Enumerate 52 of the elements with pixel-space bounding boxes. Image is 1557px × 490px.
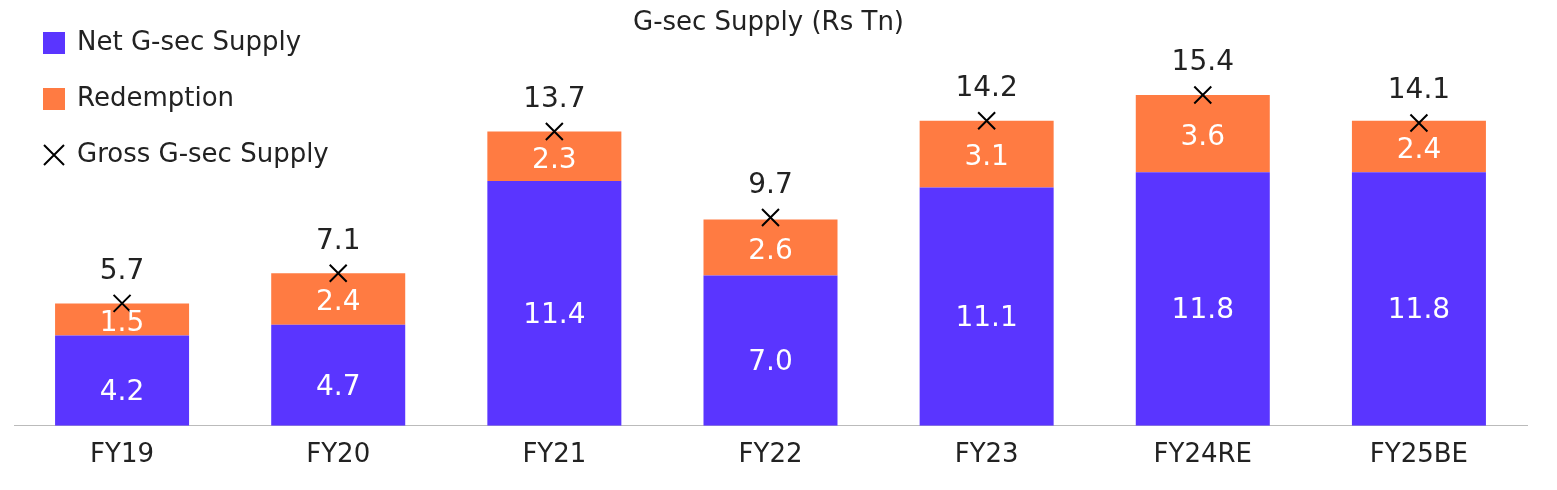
data-label: 7.1 xyxy=(315,222,361,256)
bar xyxy=(271,273,406,325)
data-label: 14.1 xyxy=(1387,72,1451,106)
x-tick-label: FY20 xyxy=(306,438,371,469)
bar xyxy=(55,303,190,336)
legend-label: Net G-sec Supply xyxy=(77,25,302,56)
x-tick-label: FY25BE xyxy=(1369,438,1469,469)
data-label: 14.2 xyxy=(955,70,1018,104)
bar xyxy=(919,187,1054,426)
bar xyxy=(1135,95,1270,173)
data-label: 1.5 xyxy=(99,304,145,338)
data-label: 11.4 xyxy=(523,296,586,330)
bar xyxy=(271,324,406,426)
data-label: 2.6 xyxy=(748,232,793,266)
bar xyxy=(487,180,622,426)
data-label: 2.4 xyxy=(1396,131,1442,165)
data-label: 2.3 xyxy=(532,141,577,175)
bar xyxy=(55,335,190,426)
x-tick-label: FY19 xyxy=(90,438,155,469)
data-label: 15.4 xyxy=(1171,44,1234,78)
data-label: 4.2 xyxy=(99,373,145,407)
data-label: 11.1 xyxy=(955,299,1018,333)
bar xyxy=(703,275,838,426)
data-label: 2.4 xyxy=(315,284,361,318)
text: G-sec Supply (Rs Tn) xyxy=(632,6,905,37)
legend-label: Gross G-sec Supply xyxy=(77,137,329,168)
x-tick-label: FY22 xyxy=(738,438,803,469)
x-tick-label: FY24RE xyxy=(1153,438,1252,469)
data-label: 5.7 xyxy=(99,252,145,286)
bar xyxy=(1351,172,1486,426)
bar xyxy=(487,131,622,181)
data-label: 3.6 xyxy=(1180,118,1226,152)
data-label: 4.7 xyxy=(315,368,361,402)
legend-label: Redemption xyxy=(77,81,235,112)
bar xyxy=(919,120,1054,188)
data-label: 11.8 xyxy=(1387,292,1451,326)
data-label: 7.0 xyxy=(748,343,793,377)
bar xyxy=(1135,172,1270,426)
x-tick-label: FY21 xyxy=(522,438,587,469)
point xyxy=(761,207,780,227)
point xyxy=(1193,85,1213,105)
bar xyxy=(703,219,838,276)
data-label: 11.8 xyxy=(1171,292,1234,326)
point xyxy=(544,122,564,142)
data-label: 9.7 xyxy=(748,166,793,200)
point xyxy=(328,263,348,283)
data-label: 13.7 xyxy=(523,80,586,114)
data-label: 3.1 xyxy=(964,139,1009,173)
point xyxy=(977,111,997,131)
x-tick-label: FY23 xyxy=(954,438,1019,469)
bar xyxy=(1351,120,1486,173)
point xyxy=(1409,113,1429,133)
